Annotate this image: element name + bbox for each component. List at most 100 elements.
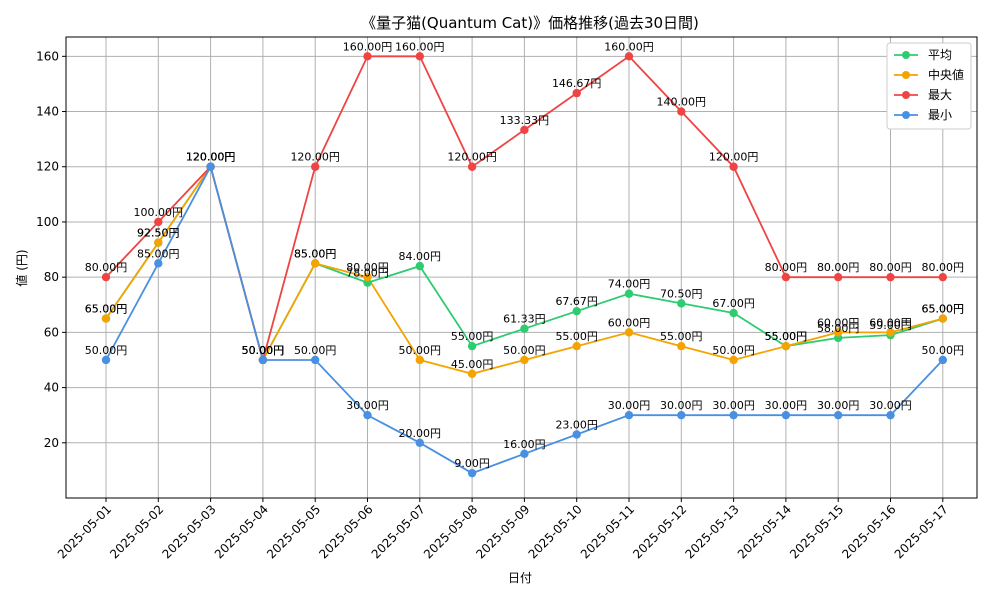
data-point [729,308,738,318]
data-point [572,306,581,316]
data-label: 9.00円 [454,457,490,470]
data-label: 55.00円 [765,330,808,343]
y-tick-label: 20 [44,436,59,450]
data-point [363,52,372,61]
data-label: 100.00円 [134,206,184,219]
legend-box [886,42,972,130]
x-axis-label: 日付 [508,571,532,585]
data-point [938,314,947,323]
data-label: 50.00円 [242,344,285,357]
data-label: 85.00円 [294,247,337,260]
x-axis-ticks: 2025-05-012025-05-022025-05-032025-05-04… [55,498,951,561]
y-tick-label: 100 [36,215,59,229]
data-label: 30.00円 [817,399,860,412]
data-label: 60.00円 [608,316,651,329]
data-label: 20.00円 [399,427,442,440]
data-point [781,341,791,351]
data-label: 92.50円 [137,227,180,240]
data-label: 23.00円 [555,419,598,432]
data-point [834,272,843,282]
data-labels: 65.00円 92.50円 120.00円 50.00円 85.00円 78.00円 84.… [85,40,964,470]
data-label: 84.00円 [399,250,442,263]
data-label: 85.00円 [137,247,180,260]
data-label: 67.00円 [712,297,755,310]
data-label: 133.33円 [500,114,550,127]
data-point [415,438,424,447]
data-label: 30.00円 [869,399,912,412]
x-tick-label: 2025-05-07 [369,502,428,561]
data-label: 80.00円 [922,261,965,274]
data-point [467,468,477,478]
x-tick-label: 2025-05-14 [735,502,794,561]
data-label: 80.00円 [765,261,808,274]
data-label: 61.33円 [503,313,546,326]
legend-label: 最大 [928,88,952,102]
data-label: 50.00円 [399,344,442,357]
data-point [677,410,686,420]
data-label: 50.00円 [242,344,285,357]
data-point [781,272,791,282]
data-point [520,449,529,459]
data-point [415,261,424,271]
data-label: 58.00円 [817,322,860,335]
data-point [154,259,163,268]
data-label: 80.00円 [346,261,389,274]
data-point [154,217,163,227]
legend-label: 平均 [928,48,952,62]
data-point [677,107,686,116]
x-tick-label: 2025-05-11 [578,502,637,561]
data-label: 80.00円 [869,261,912,274]
data-label: 160.00円 [604,40,654,53]
data-point [520,355,529,365]
data-label: 120.00円 [186,151,236,164]
x-tick-label: 2025-05-16 [839,502,898,561]
data-point [624,328,634,337]
data-label: 70.50円 [660,287,703,300]
data-label: 80.00円 [817,261,860,274]
x-tick-label: 2025-05-15 [787,502,846,561]
x-tick-label: 2025-05-02 [107,502,166,561]
data-point [677,341,686,351]
data-point [886,328,895,337]
data-point [415,52,424,61]
y-tick-label: 160 [36,49,59,63]
data-label: 50.00円 [922,344,965,357]
legend-label: 最小 [928,108,952,122]
data-label: 30.00円 [765,399,808,412]
data-point [154,238,163,247]
data-point [520,125,529,135]
x-tick-label: 2025-05-09 [473,502,532,561]
data-point [834,410,843,420]
data-point [729,410,738,420]
data-label: 30.00円 [608,399,651,412]
data-point [886,272,895,282]
x-tick-label: 2025-05-06 [316,502,375,561]
data-label: 67.67円 [555,295,598,308]
x-tick-label: 2025-05-17 [892,502,951,561]
data-point [938,355,947,365]
data-point [624,289,634,298]
data-label: 80.00円 [85,261,128,274]
data-point [415,355,424,365]
y-tick-label: 80 [44,270,59,284]
data-point [729,162,738,171]
x-tick-label: 2025-05-04 [212,502,271,561]
x-tick-label: 2025-05-12 [630,502,689,561]
data-point [467,341,477,351]
data-label: 92.50円 [137,227,180,240]
data-label: 50.00円 [85,344,128,357]
data-label: 50.00円 [242,344,285,357]
data-label: 74.00円 [608,278,651,291]
plot-frame [65,36,978,499]
data-label: 50.00円 [242,344,285,357]
data-label: 120.00円 [186,151,236,164]
data-point [311,355,320,365]
x-tick-label: 2025-05-05 [264,502,323,561]
y-tick-label: 40 [44,381,59,395]
y-axis-ticks: 20 40 60 80 100 120 140 160 [36,49,66,450]
x-tick-label: 2025-05-08 [421,502,480,561]
data-point [781,410,791,420]
data-point [729,355,738,365]
